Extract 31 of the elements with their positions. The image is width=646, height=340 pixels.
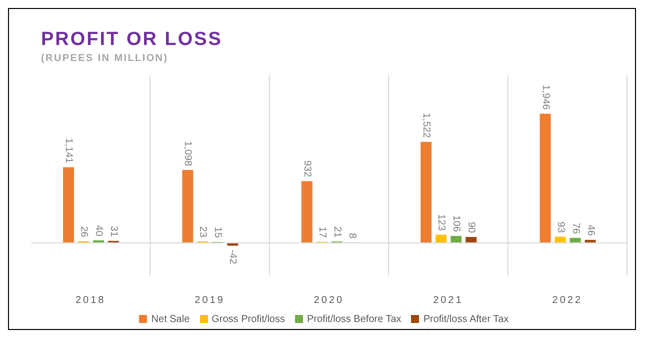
data-label: 1,141	[63, 138, 74, 164]
data-label: 123	[436, 214, 447, 232]
legend-label: Net Sale	[151, 314, 190, 325]
legend-label: Gross Profit/loss	[212, 314, 285, 325]
data-label: 17	[316, 226, 328, 238]
legend-label: Profit/loss Before Tax	[307, 314, 402, 325]
chart-subtitle: (RUPEES IN MILLION)	[41, 53, 168, 64]
data-label: 26	[78, 226, 89, 238]
x-tick-label: 2018	[75, 295, 106, 306]
data-label: 1,946	[540, 84, 551, 110]
x-tick-label: 2022	[552, 295, 583, 306]
data-label: 23	[197, 226, 208, 238]
data-label: 932	[301, 160, 312, 178]
data-label: 31	[108, 226, 119, 238]
data-label: 46	[584, 224, 596, 236]
data-label: 1,098	[182, 141, 194, 166]
data-label: 8	[346, 232, 358, 239]
legend-label: Profit/loss After Tax	[423, 314, 509, 325]
x-tick-label: 2019	[194, 295, 225, 306]
data-label: 15	[212, 226, 224, 238]
chart-title: PROFIT OR LOSS	[41, 29, 222, 51]
x-tick-label: 2020	[314, 295, 344, 306]
data-label: 106	[450, 215, 462, 232]
data-label: 40	[93, 225, 104, 237]
data-label: -42	[227, 250, 238, 265]
data-label: 1,522	[420, 112, 432, 138]
data-label: 93	[554, 222, 566, 234]
x-tick-label: 2021	[433, 295, 464, 306]
data-label: 76	[570, 222, 581, 234]
data-label: 90	[466, 222, 477, 234]
data-label: 21	[331, 226, 342, 238]
